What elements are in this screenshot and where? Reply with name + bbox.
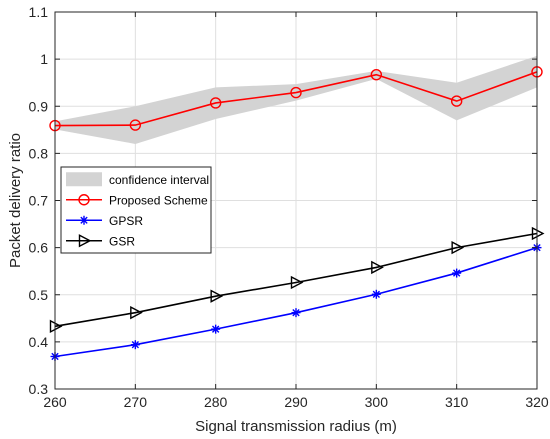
y-tick-label: 0.6	[29, 240, 49, 256]
legend-marker-proposed-scheme	[78, 194, 90, 206]
legend-swatch-confidence-interval	[66, 172, 102, 187]
y-axis-title: Packet delivery ratio	[7, 133, 24, 268]
axis-ticks: 260 270 280 290 300 310 320 0.3 0.4 0.5 0.6 0.7 0.8 0…	[29, 4, 549, 410]
legend-marker-gpsr	[79, 215, 89, 225]
series-markers	[49, 66, 545, 361]
legend-marker-gsr	[78, 234, 92, 248]
proposed-scheme-line	[54, 71, 538, 127]
proposed-scheme-point	[129, 119, 142, 131]
y-tick-label: 0.4	[29, 334, 49, 350]
y-tick-label: 0.3	[29, 381, 49, 397]
x-tick-label: 310	[445, 394, 469, 410]
gsr-point	[210, 289, 224, 303]
y-tick-label: 0.8	[29, 145, 49, 161]
gsr-point	[290, 275, 304, 290]
x-tick-label: 320	[525, 394, 549, 410]
legend-label-proposed-scheme: Proposed Scheme	[109, 193, 208, 207]
x-tick-label: 260	[43, 394, 67, 410]
gpsr-point	[452, 268, 462, 278]
x-tick-label: 270	[124, 394, 148, 410]
x-tick-label: 280	[204, 394, 228, 410]
y-tick-label: 1.1	[29, 4, 49, 20]
gsr-point	[49, 319, 63, 333]
legend: confidence interval Proposed Scheme GPSR GS…	[60, 166, 212, 254]
gsr-point	[451, 240, 465, 255]
confidence-band	[55, 55, 537, 144]
x-axis-title: Signal transmission radius (m)	[195, 418, 397, 435]
y-tick-label: 0.9	[29, 98, 49, 114]
proposed-scheme-point	[370, 68, 383, 81]
gpsr-point	[211, 324, 221, 334]
gsr-point	[371, 260, 384, 275]
y-tick-label: 0.5	[29, 287, 49, 303]
legend-label-confidence-interval: confidence interval	[109, 173, 209, 187]
gpsr-point	[291, 308, 301, 318]
proposed-scheme-point	[209, 97, 222, 109]
x-tick-label: 300	[365, 394, 389, 410]
legend-label-gsr: GSR	[109, 234, 135, 248]
confidence-band-group	[55, 55, 537, 144]
proposed-scheme-point	[450, 95, 463, 107]
gpsr-point	[371, 289, 381, 299]
gpsr-point	[130, 340, 140, 350]
gsr-point	[130, 306, 143, 320]
x-tick-label: 290	[284, 394, 308, 410]
legend-label-gpsr: GPSR	[109, 214, 143, 228]
y-tick-label: 0.7	[29, 193, 49, 209]
proposed-scheme-point	[290, 86, 302, 99]
y-tick-label: 1	[40, 51, 48, 67]
gsr-line	[54, 232, 538, 328]
gsr-point	[531, 226, 545, 241]
